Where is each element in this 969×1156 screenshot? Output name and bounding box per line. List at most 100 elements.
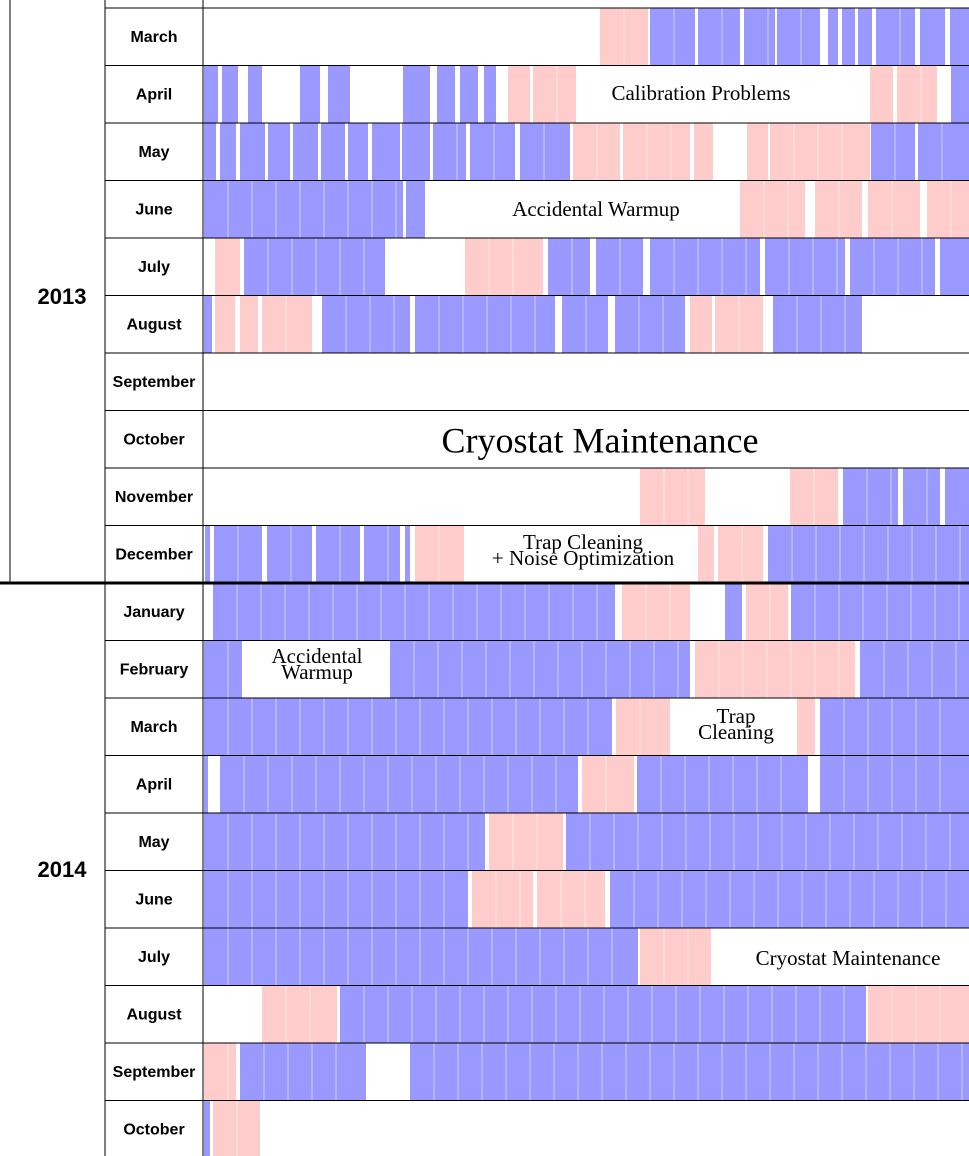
run-block: [903, 468, 940, 526]
run-block: [868, 180, 920, 238]
run-block: [650, 238, 760, 296]
run-block: [240, 295, 258, 353]
run-block: [213, 583, 615, 641]
run-block: [390, 640, 690, 698]
run-block: [267, 525, 312, 583]
run-block: [945, 468, 969, 526]
run-block: [842, 8, 855, 66]
run-block: [870, 65, 893, 123]
month-label: March: [130, 719, 177, 736]
run-block: [537, 870, 605, 928]
run-block: [460, 65, 478, 123]
run-block: [876, 8, 915, 66]
month-label: September: [113, 1064, 196, 1081]
run-block: [770, 123, 870, 181]
run-block: [403, 65, 430, 123]
run-block: [596, 238, 643, 296]
run-block: [623, 123, 690, 181]
run-block: [215, 238, 240, 296]
run-block: [843, 468, 898, 526]
annotation: Cryostat Maintenance: [442, 420, 759, 460]
run-block: [220, 123, 236, 181]
run-block: [340, 985, 866, 1043]
run-block: [205, 525, 210, 583]
annotation: + Noise Optimization: [492, 546, 675, 570]
run-block: [415, 295, 555, 353]
run-block: [262, 985, 337, 1043]
month-label: May: [138, 834, 169, 851]
run-block: [322, 295, 410, 353]
run-block: [300, 65, 320, 123]
run-block: [765, 238, 845, 296]
run-block: [415, 525, 464, 583]
run-block: [640, 468, 705, 526]
run-block: [204, 698, 612, 756]
run-block: [918, 123, 969, 181]
run-block: [405, 525, 410, 583]
month-label: July: [138, 949, 170, 966]
run-block: [489, 813, 563, 871]
run-block: [204, 295, 212, 353]
run-block: [437, 65, 455, 123]
run-block: [364, 525, 400, 583]
run-block: [600, 8, 648, 66]
run-block: [797, 698, 815, 756]
month-label: April: [136, 776, 172, 793]
run-block: [791, 583, 969, 641]
annotation: Cleaning: [698, 720, 774, 744]
annotation: Accidental Warmup: [512, 197, 680, 221]
run-block: [768, 525, 969, 583]
run-block: [240, 123, 265, 181]
month-label: February: [120, 661, 189, 678]
run-block: [773, 295, 862, 353]
month-label: August: [126, 1006, 182, 1023]
run-block: [777, 8, 820, 66]
month-label: August: [126, 316, 182, 333]
run-block: [698, 8, 740, 66]
run-block: [747, 123, 768, 181]
run-block: [562, 295, 608, 353]
run-block: [222, 65, 238, 123]
annotation-bg: [244, 642, 390, 697]
run-block: [406, 180, 425, 238]
run-block: [820, 755, 969, 813]
year-label: 2013: [38, 284, 87, 309]
month-label: October: [123, 431, 184, 448]
run-block: [248, 65, 262, 123]
run-block: [410, 1043, 969, 1101]
run-block: [520, 123, 570, 181]
run-block: [740, 180, 805, 238]
run-block: [582, 755, 634, 813]
annotation-bg: [466, 527, 698, 582]
run-block: [372, 123, 400, 181]
run-block: [244, 238, 385, 296]
run-block: [828, 8, 838, 66]
run-block: [204, 1100, 210, 1156]
month-label: June: [135, 891, 172, 908]
run-block: [790, 468, 838, 526]
run-block: [650, 8, 695, 66]
month-label: October: [123, 1121, 184, 1138]
run-block: [610, 870, 969, 928]
run-block: [850, 238, 935, 296]
run-block: [321, 123, 345, 181]
run-block: [213, 1100, 260, 1156]
run-block: [533, 65, 576, 123]
run-block: [820, 698, 969, 756]
run-block: [695, 640, 855, 698]
labels: March April May June July August September Octo…: [38, 29, 941, 1139]
run-block: [402, 123, 430, 181]
run-block: [640, 928, 711, 986]
month-label: January: [123, 604, 184, 621]
run-block: [637, 755, 808, 813]
run-block: [508, 65, 530, 123]
run-block: [204, 928, 638, 986]
run-block: [240, 1043, 366, 1101]
month-label: September: [113, 374, 196, 391]
run-block: [868, 985, 969, 1043]
annotation: Accidental: [272, 644, 363, 668]
run-block: [293, 123, 318, 181]
run-block: [715, 295, 763, 353]
run-block: [897, 65, 937, 123]
run-block: [573, 123, 620, 181]
